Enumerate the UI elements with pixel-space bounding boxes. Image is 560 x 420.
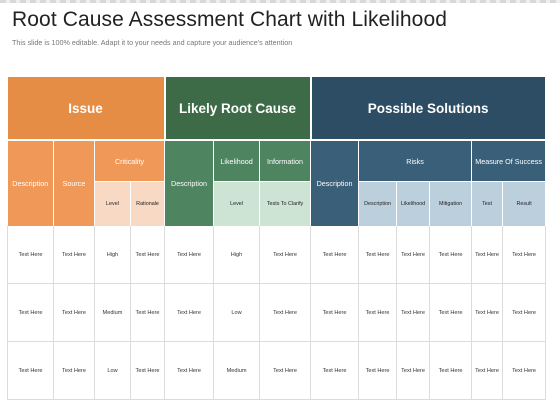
group-header-likely-root-cause: Likely Root Cause	[164, 77, 312, 140]
page-title: Root Cause Assessment Chart with Likelih…	[12, 8, 448, 31]
table-cell: Text Here	[53, 283, 95, 342]
table-cell: Text Here	[164, 226, 215, 284]
table-cell: Text Here	[7, 341, 54, 400]
page-subtitle: This slide is 100% editable. Adapt it to…	[12, 38, 293, 47]
header-risk-description: Description	[358, 181, 398, 226]
header-mitigation: Mitigation	[429, 181, 473, 226]
table-cell: Text Here	[502, 283, 547, 342]
table-cell: Text Here	[310, 341, 360, 400]
table-cell: Medium	[94, 283, 131, 342]
header-result: Result	[502, 181, 547, 226]
table-cell: Text Here	[310, 283, 360, 342]
header-cause-description: Description	[164, 139, 215, 226]
table-cell: Text Here	[130, 283, 166, 342]
table-cell: Text Here	[358, 283, 398, 342]
table-cell: Text Here	[396, 341, 431, 400]
table-cell: Text Here	[7, 283, 54, 342]
table-cell: Text Here	[429, 341, 473, 400]
table-cell: Text Here	[259, 341, 312, 400]
header-likelihood: Likelihood	[213, 139, 261, 182]
header-issue-description: Description	[7, 139, 54, 226]
group-header-possible-solutions: Possible Solutions	[310, 77, 547, 140]
header-risk-likelihood: Likelihood	[396, 181, 431, 226]
table-cell: Text Here	[259, 226, 312, 284]
table-cell: Text Here	[471, 226, 504, 284]
table-cell: Text Here	[502, 341, 547, 400]
table-row: Text Here Text Here Low Text Here Text H…	[7, 341, 547, 400]
header-measure-of-success: Measure Of Success	[471, 139, 547, 182]
table-cell: Text Here	[130, 226, 166, 284]
table-cell: Text Here	[502, 226, 547, 284]
third-header-row: Level Rationale Level Tests To Clarify D…	[8, 181, 547, 226]
table-cell: Text Here	[429, 283, 473, 342]
header-tests-to-clarify: Tests To Clarify	[259, 181, 312, 226]
table-row: Text Here Text Here Medium Text Here Tex…	[7, 283, 547, 342]
group-header-issue: Issue	[7, 77, 166, 140]
table-cell: Text Here	[7, 226, 54, 284]
header-criticality-level: Level	[94, 181, 131, 226]
header-criticality: Criticality	[94, 139, 166, 182]
table-cell: Text Here	[471, 283, 504, 342]
table-cell: Text Here	[130, 341, 166, 400]
top-decorative-bar	[0, 0, 560, 3]
table-cell: Text Here	[164, 341, 215, 400]
table-cell: High	[94, 226, 131, 284]
table-cell: Text Here	[429, 226, 473, 284]
header-issue-source: Source	[53, 139, 95, 226]
table-cell: Text Here	[53, 226, 95, 284]
table-cell: Low	[94, 341, 131, 400]
table-cell: High	[213, 226, 261, 284]
table-cell: Text Here	[310, 226, 360, 284]
table-cell: Text Here	[396, 226, 431, 284]
table-row: Text Here Text Here High Text Here Text …	[7, 226, 547, 284]
table-cell: Low	[213, 283, 261, 342]
table-cell: Text Here	[358, 341, 398, 400]
group-header-row: Issue Likely Root Cause Possible Solutio…	[7, 77, 547, 140]
sub-header-row: Description Source Criticality Descripti…	[7, 139, 547, 226]
table-cell: Text Here	[53, 341, 95, 400]
table-cell: Text Here	[396, 283, 431, 342]
table-cell: Text Here	[164, 283, 215, 342]
header-test: Test	[471, 181, 504, 226]
table-cell: Text Here	[259, 283, 312, 342]
header-information: Information	[259, 139, 312, 182]
header-criticality-rationale: Rationale	[130, 181, 166, 226]
header-likelihood-level: Level	[213, 181, 261, 226]
header-solution-description: Description	[310, 139, 360, 226]
root-cause-table: Issue Likely Root Cause Possible Solutio…	[7, 77, 547, 400]
table-cell: Medium	[213, 341, 261, 400]
header-risks: Risks	[358, 139, 473, 182]
table-cell: Text Here	[358, 226, 398, 284]
table-cell: Text Here	[471, 341, 504, 400]
